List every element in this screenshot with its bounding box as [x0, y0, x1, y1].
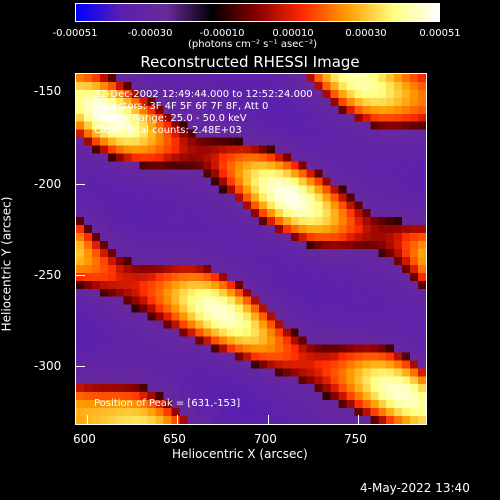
y-tick-mark [76, 91, 85, 92]
peak-position-label: Position of Peak = [631,-153] [94, 398, 241, 409]
y-tick-mark [76, 366, 85, 367]
y-tick-label: -300 [34, 359, 62, 373]
colorbar-unit-label: (photons cm⁻² s⁻¹ asec⁻²) [188, 39, 318, 50]
plot-title: Reconstructed RHESSI Image [140, 53, 360, 71]
colorbar-tick-label: -0.00030 [127, 28, 173, 39]
x-tick-mark [358, 415, 359, 424]
x-tick-label: 700 [254, 432, 277, 446]
x-tick-label: 650 [163, 432, 186, 446]
detectors-label: Detectors: 3F 4F 5F 6F 7F 8F, Att 0 [94, 101, 269, 112]
x-tick-mark [87, 415, 88, 424]
y-axis-label: Heliocentric Y (arcsec) [0, 196, 14, 332]
x-tick-label: 600 [73, 432, 96, 446]
y-tick-label: -250 [34, 268, 62, 282]
colorbar [75, 3, 440, 22]
reconstructed-xray-image [76, 74, 426, 424]
x-tick-label: 750 [344, 432, 367, 446]
y-tick-mark [76, 275, 85, 276]
plot-timestamp: 4-May-2022 13:40 [360, 481, 470, 495]
total-counts-label: Clean Total counts: 2.48E+03 [94, 125, 242, 136]
y-tick-label: -150 [34, 84, 62, 98]
x-axis-label: Heliocentric X (arcsec) [172, 447, 308, 461]
solar-image-plot [75, 73, 427, 425]
x-tick-mark [177, 415, 178, 424]
y-tick-mark [76, 184, 85, 185]
colorbar-tick-label: -0.00010 [199, 28, 245, 39]
energy-range-label: Energy Range: 25.0 - 50.0 keV [94, 113, 247, 124]
colorbar-tick-label: -0.00051 [52, 28, 98, 39]
y-tick-label: -200 [34, 177, 62, 191]
colorbar-tick-label: 0.00010 [272, 28, 314, 39]
colorbar-tick-label: 0.00030 [345, 28, 387, 39]
time-range-label: 22-Dec-2002 12:49:44.000 to 12:52:24.000 [94, 89, 313, 100]
x-tick-mark [268, 415, 269, 424]
colorbar-tick-label: 0.00051 [419, 28, 461, 39]
